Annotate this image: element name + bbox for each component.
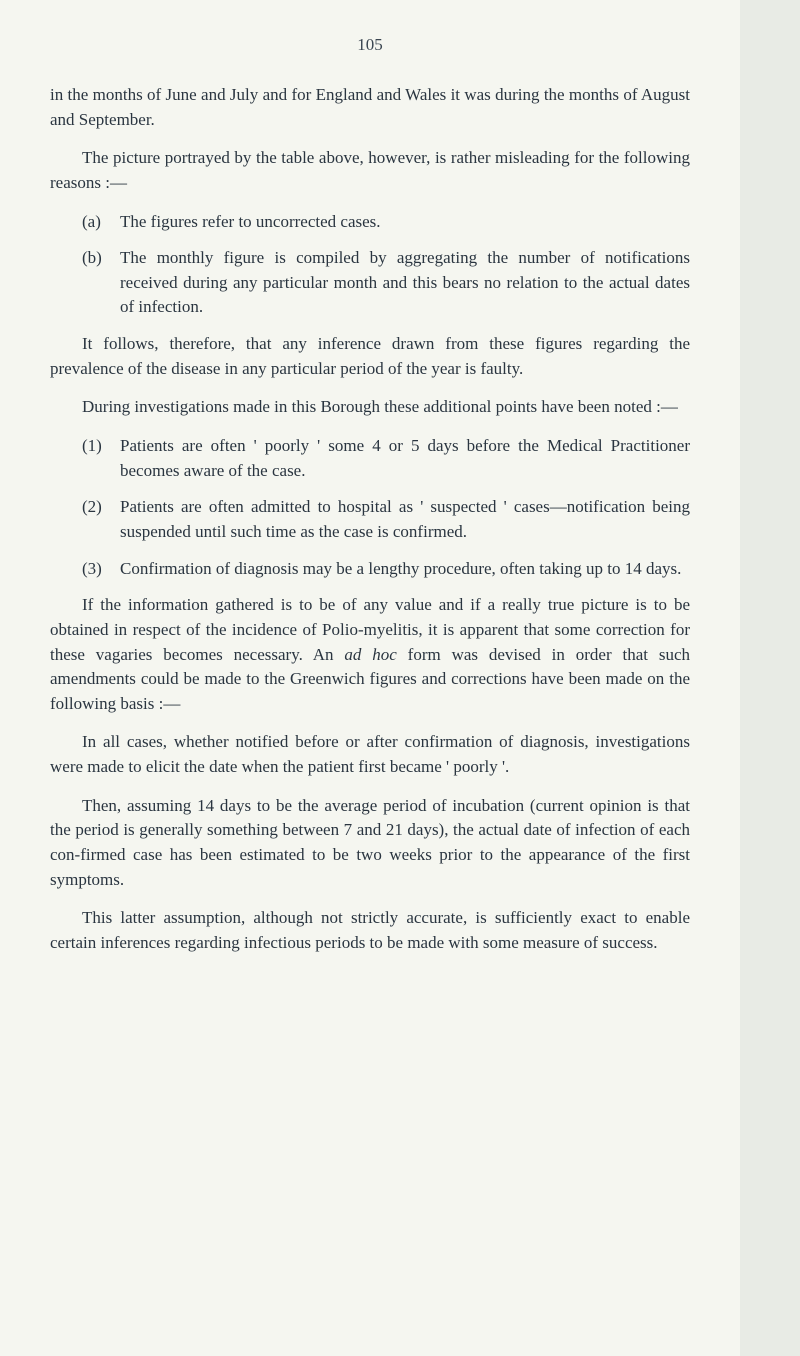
paragraph-5: If the information gathered is to be of …: [50, 593, 690, 716]
para5-italic: ad hoc: [344, 645, 396, 664]
list-marker-a: (a): [82, 210, 120, 235]
paragraph-7: Then, assuming 14 days to be the average…: [50, 794, 690, 893]
list-item-3: (3) Confirmation of diagnosis may be a l…: [50, 557, 690, 582]
document-page: 105 in the months of June and July and f…: [0, 0, 740, 1356]
paragraph-4: During investigations made in this Borou…: [50, 395, 690, 420]
list-item-a: (a) The figures refer to uncorrected cas…: [50, 210, 690, 235]
list-content-a: The figures refer to uncorrected cases.: [120, 210, 690, 235]
list-item-2: (2) Patients are often admitted to hospi…: [50, 495, 690, 544]
list-content-3: Confirmation of diagnosis may be a lengt…: [120, 557, 690, 582]
list-item-1: (1) Patients are often ' poorly ' some 4…: [50, 434, 690, 483]
list-marker-1: (1): [82, 434, 120, 483]
list-marker-b: (b): [82, 246, 120, 320]
list-item-b: (b) The monthly figure is compiled by ag…: [50, 246, 690, 320]
list-content-b: The monthly figure is compiled by aggreg…: [120, 246, 690, 320]
list-content-1: Patients are often ' poorly ' some 4 or …: [120, 434, 690, 483]
page-number: 105: [50, 35, 690, 55]
list-content-2: Patients are often admitted to hospital …: [120, 495, 690, 544]
paragraph-2: The picture portrayed by the table above…: [50, 146, 690, 195]
list-marker-3: (3): [82, 557, 120, 582]
list-marker-2: (2): [82, 495, 120, 544]
paragraph-6: In all cases, whether notified before or…: [50, 730, 690, 779]
paragraph-1: in the months of June and July and for E…: [50, 83, 690, 132]
paragraph-3: It follows, therefore, that any inferenc…: [50, 332, 690, 381]
paragraph-8: This latter assumption, although not str…: [50, 906, 690, 955]
